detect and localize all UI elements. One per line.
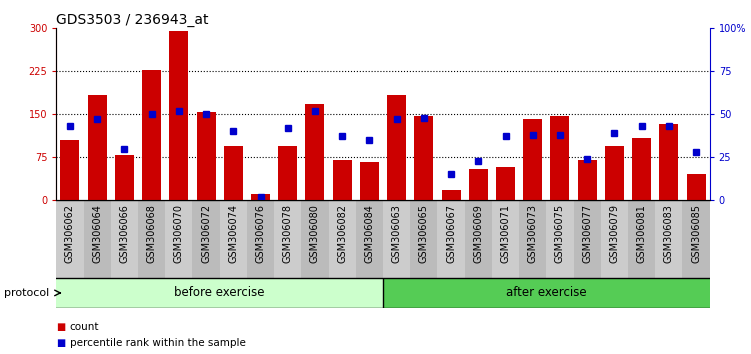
Bar bbox=[247, 200, 274, 278]
Text: GSM306072: GSM306072 bbox=[201, 204, 211, 263]
Text: GSM306076: GSM306076 bbox=[255, 204, 266, 263]
Bar bbox=[56, 200, 83, 278]
Bar bbox=[306, 104, 324, 200]
Text: GSM306077: GSM306077 bbox=[582, 204, 593, 263]
Text: GSM306084: GSM306084 bbox=[364, 204, 375, 263]
Text: count: count bbox=[70, 322, 99, 332]
Text: GSM306067: GSM306067 bbox=[446, 204, 456, 263]
Text: GSM306074: GSM306074 bbox=[228, 204, 238, 263]
Bar bbox=[111, 200, 138, 278]
Bar bbox=[328, 200, 356, 278]
Bar bbox=[410, 200, 437, 278]
Bar bbox=[683, 200, 710, 278]
Text: GSM306078: GSM306078 bbox=[282, 204, 293, 263]
Bar bbox=[56, 278, 383, 308]
Text: GSM306070: GSM306070 bbox=[173, 204, 184, 263]
Bar bbox=[550, 116, 569, 200]
Bar bbox=[219, 200, 247, 278]
Text: GSM306081: GSM306081 bbox=[637, 204, 647, 263]
Bar bbox=[274, 200, 301, 278]
Bar bbox=[301, 200, 328, 278]
Text: GSM306079: GSM306079 bbox=[609, 204, 620, 263]
Bar bbox=[547, 200, 574, 278]
Bar bbox=[169, 31, 189, 200]
Bar bbox=[387, 95, 406, 200]
Bar bbox=[88, 95, 107, 200]
Bar bbox=[224, 145, 243, 200]
Bar bbox=[197, 113, 216, 200]
Text: after exercise: after exercise bbox=[506, 286, 587, 299]
Text: GSM306069: GSM306069 bbox=[473, 204, 484, 263]
Bar bbox=[601, 200, 628, 278]
Text: GSM306062: GSM306062 bbox=[65, 204, 75, 263]
Bar bbox=[469, 169, 488, 200]
Text: GSM306073: GSM306073 bbox=[528, 204, 538, 263]
Text: GSM306075: GSM306075 bbox=[555, 204, 565, 263]
Text: ■: ■ bbox=[56, 322, 65, 332]
Text: GSM306064: GSM306064 bbox=[92, 204, 102, 263]
Text: GSM306063: GSM306063 bbox=[391, 204, 402, 263]
Bar bbox=[115, 155, 134, 200]
Text: GSM306082: GSM306082 bbox=[337, 204, 347, 263]
Bar bbox=[333, 160, 351, 200]
Bar bbox=[360, 162, 379, 200]
Bar bbox=[519, 200, 546, 278]
Bar bbox=[686, 174, 706, 200]
Bar bbox=[437, 200, 465, 278]
Bar bbox=[83, 200, 111, 278]
Bar bbox=[278, 145, 297, 200]
Bar bbox=[415, 116, 433, 200]
Bar bbox=[655, 200, 683, 278]
Text: GSM306080: GSM306080 bbox=[310, 204, 320, 263]
Text: GDS3503 / 236943_at: GDS3503 / 236943_at bbox=[56, 13, 209, 27]
Bar bbox=[496, 167, 515, 200]
Bar bbox=[442, 190, 460, 200]
Bar bbox=[142, 70, 161, 200]
Bar bbox=[138, 200, 165, 278]
Bar bbox=[60, 140, 80, 200]
Bar bbox=[605, 145, 624, 200]
Bar bbox=[465, 200, 492, 278]
Text: protocol: protocol bbox=[4, 288, 49, 298]
Bar bbox=[574, 200, 601, 278]
Bar bbox=[628, 200, 655, 278]
Bar bbox=[659, 124, 678, 200]
Bar bbox=[251, 194, 270, 200]
Bar bbox=[578, 160, 597, 200]
Text: percentile rank within the sample: percentile rank within the sample bbox=[70, 338, 246, 348]
Text: GSM306071: GSM306071 bbox=[500, 204, 511, 263]
Text: GSM306065: GSM306065 bbox=[419, 204, 429, 263]
Bar bbox=[356, 200, 383, 278]
Text: before exercise: before exercise bbox=[174, 286, 265, 299]
Text: GSM306085: GSM306085 bbox=[691, 204, 701, 263]
Text: GSM306068: GSM306068 bbox=[146, 204, 157, 263]
Bar bbox=[383, 278, 723, 308]
Text: ■: ■ bbox=[56, 338, 65, 348]
Text: GSM306066: GSM306066 bbox=[119, 204, 129, 263]
Text: GSM306083: GSM306083 bbox=[664, 204, 674, 263]
Bar bbox=[192, 200, 219, 278]
Bar bbox=[165, 200, 192, 278]
Bar bbox=[523, 119, 542, 200]
Bar bbox=[383, 200, 410, 278]
Bar bbox=[492, 200, 519, 278]
Bar bbox=[632, 138, 651, 200]
